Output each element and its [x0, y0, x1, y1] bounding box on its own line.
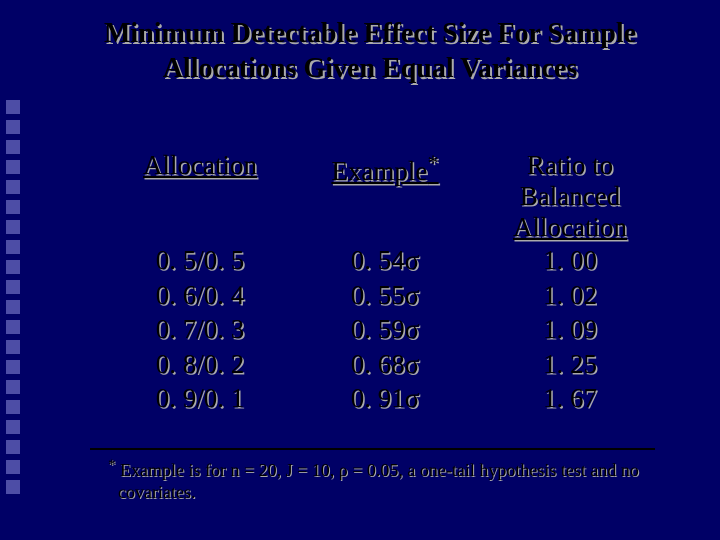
deco-square: [6, 140, 20, 154]
deco-square: [6, 220, 20, 234]
table-body: 0. 5/0. 50. 54σ1. 000. 6/0. 40. 55σ1. 02…: [100, 243, 670, 416]
cell-ratio: 1. 25: [470, 347, 670, 382]
table-row: 0. 6/0. 40. 55σ1. 02: [100, 278, 670, 313]
deco-square: [6, 420, 20, 434]
table-row: 0. 8/0. 20. 68σ1. 25: [100, 347, 670, 382]
cell-example: 0. 91σ: [300, 381, 470, 416]
table-header-row: Allocation Example* Ratio to Balanced Al…: [100, 150, 670, 243]
cell-example: 0. 59σ: [300, 312, 470, 347]
header-example: Example*: [300, 150, 470, 243]
cell-allocation: 0. 8/0. 2: [100, 347, 300, 382]
deco-square: [6, 280, 20, 294]
deco-square: [6, 460, 20, 474]
deco-square: [6, 300, 20, 314]
deco-square: [6, 260, 20, 274]
deco-square: [6, 180, 20, 194]
cell-example: 0. 55σ: [300, 278, 470, 313]
cell-ratio: 1. 09: [470, 312, 670, 347]
deco-square: [6, 240, 20, 254]
deco-square: [6, 440, 20, 454]
table-row: 0. 5/0. 50. 54σ1. 00: [100, 243, 670, 278]
cell-example: 0. 54σ: [300, 243, 470, 278]
cell-allocation: 0. 5/0. 5: [100, 243, 300, 278]
cell-example: 0. 68σ: [300, 347, 470, 382]
deco-square: [6, 320, 20, 334]
deco-square: [6, 340, 20, 354]
decorative-squares: [6, 100, 20, 494]
deco-square: [6, 200, 20, 214]
footnote: * Example is for n = 20, J = 10, ρ = 0.0…: [90, 456, 670, 503]
cell-ratio: 1. 02: [470, 278, 670, 313]
deco-square: [6, 360, 20, 374]
deco-square: [6, 120, 20, 134]
cell-ratio: 1. 00: [470, 243, 670, 278]
footnote-marker: *: [108, 457, 116, 473]
cell-allocation: 0. 6/0. 4: [100, 278, 300, 313]
cell-allocation: 0. 9/0. 1: [100, 381, 300, 416]
footnote-text: Example is for n = 20, J = 10, ρ = 0.05,…: [116, 460, 639, 502]
deco-square: [6, 380, 20, 394]
slide-title: Minimum Detectable Effect Size For Sampl…: [60, 16, 680, 86]
data-table: Allocation Example* Ratio to Balanced Al…: [100, 150, 670, 416]
deco-square: [6, 100, 20, 114]
deco-square: [6, 480, 20, 494]
footnote-divider: [90, 448, 655, 450]
table-row: 0. 9/0. 10. 91σ1. 67: [100, 381, 670, 416]
header-ratio: Ratio to Balanced Allocation: [470, 150, 670, 243]
deco-square: [6, 160, 20, 174]
cell-allocation: 0. 7/0. 3: [100, 312, 300, 347]
table-row: 0. 7/0. 30. 59σ1. 09: [100, 312, 670, 347]
deco-square: [6, 400, 20, 414]
cell-ratio: 1. 67: [470, 381, 670, 416]
header-allocation: Allocation: [100, 150, 300, 243]
